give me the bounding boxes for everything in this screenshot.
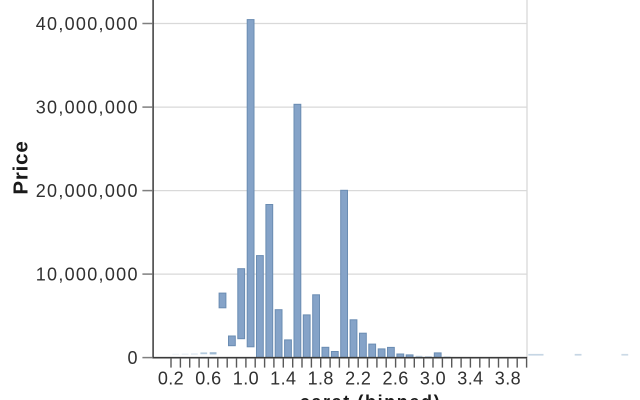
svg-text:carat (binned): carat (binned) [300,392,441,400]
svg-text:20,000,000: 20,000,000 [36,181,139,201]
svg-text:0.2: 0.2 [158,369,184,389]
svg-text:2.6: 2.6 [382,369,408,389]
svg-text:1.0: 1.0 [233,369,259,389]
svg-text:1.4: 1.4 [270,369,296,389]
svg-text:10,000,000: 10,000,000 [36,264,139,284]
svg-text:0.6: 0.6 [195,369,221,389]
svg-text:2.2: 2.2 [345,369,371,389]
svg-text:3.8: 3.8 [495,369,521,389]
svg-text:0: 0 [127,348,138,368]
svg-text:3.0: 3.0 [420,369,446,389]
svg-text:1.8: 1.8 [308,369,334,389]
svg-text:3.4: 3.4 [457,369,483,389]
svg-text:Price: Price [9,140,32,194]
svg-text:30,000,000: 30,000,000 [36,97,139,117]
svg-text:40,000,000: 40,000,000 [36,14,139,34]
